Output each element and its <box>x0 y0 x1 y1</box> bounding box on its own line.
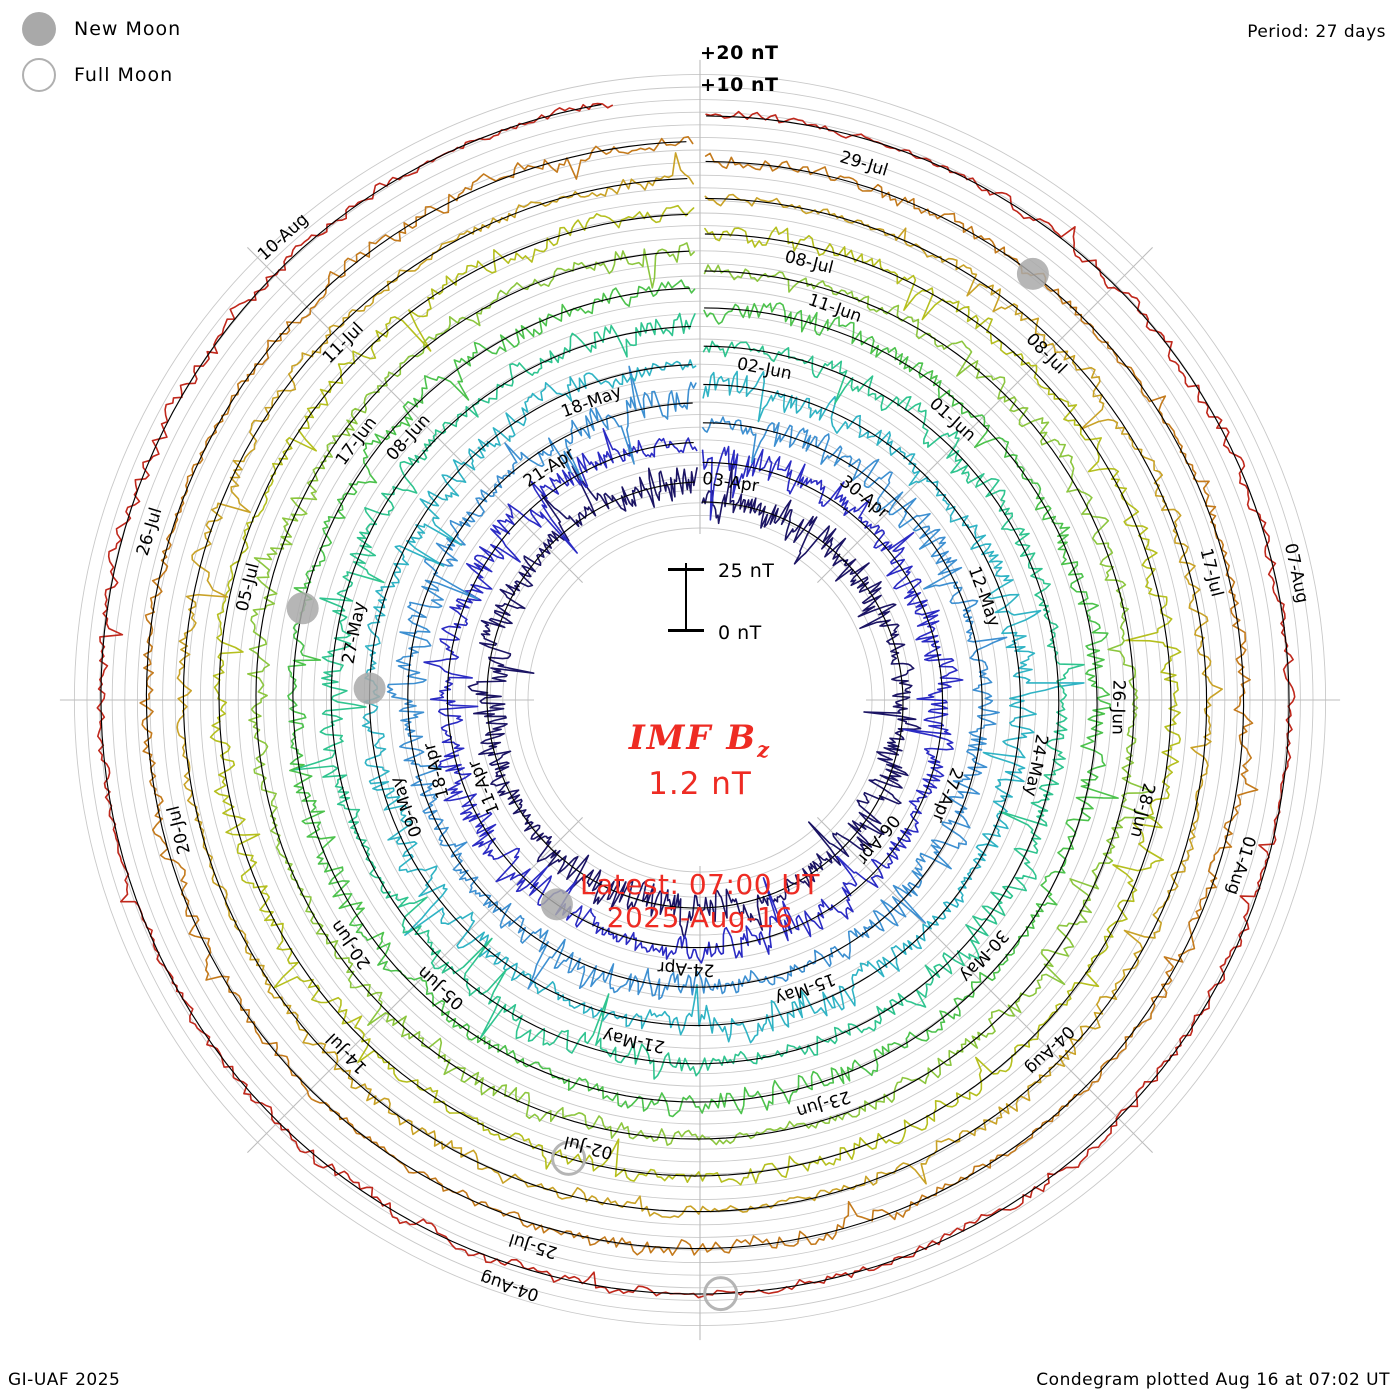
scale-bar-label-top: 25 nT <box>718 560 775 582</box>
svg-text:04-Aug: 04-Aug <box>478 1267 542 1305</box>
svg-text:08-Jul: 08-Jul <box>783 247 836 278</box>
center-readout: IMF Bz 1.2 nT Latest: 07:00 UT 2025-Aug-… <box>430 718 970 934</box>
latest-date: 2025-Aug-16 <box>606 900 794 934</box>
period-label: Period: 27 days <box>1247 22 1386 42</box>
scale-bar <box>685 563 687 631</box>
moon-legend: New Moon Full Moon <box>22 6 181 98</box>
latest-timestamp: Latest: 07:00 UT 2025-Aug-16 <box>430 868 970 934</box>
svg-text:02-Jul: 02-Jul <box>562 1131 615 1162</box>
current-value: 1.2 nT <box>648 765 752 802</box>
quantity-title: IMF Bz <box>430 718 970 762</box>
svg-text:26-Jun: 26-Jun <box>1108 679 1129 735</box>
legend-row-full-moon: Full Moon <box>22 52 181 98</box>
radial-label-20nt: +20 nT <box>700 42 779 64</box>
credit-plotted: Condegram plotted Aug 16 at 07:02 UT <box>1036 1370 1390 1390</box>
legend-row-new-moon: New Moon <box>22 6 181 52</box>
new-moon-icon <box>22 12 56 46</box>
quantity-name: IMF B <box>628 718 758 758</box>
scale-bar-label-bottom: 0 nT <box>718 622 762 644</box>
svg-text:24-May: 24-May <box>1020 732 1052 798</box>
svg-text:01-Jun: 01-Jun <box>925 394 979 446</box>
legend-label-new-moon: New Moon <box>74 18 182 40</box>
svg-text:25-Jul: 25-Jul <box>507 1229 560 1263</box>
svg-text:29-Jul: 29-Jul <box>837 147 890 181</box>
quantity-subscript: z <box>757 736 772 762</box>
svg-text:11-Jun: 11-Jun <box>805 290 864 327</box>
svg-text:26-Jul: 26-Jul <box>133 505 167 558</box>
svg-text:05-Jul: 05-Jul <box>232 561 263 614</box>
full-moon-icon <box>22 58 56 92</box>
moon-markers <box>286 257 1049 1312</box>
credit-institution: GI-UAF 2025 <box>8 1370 121 1390</box>
legend-label-full-moon: Full Moon <box>74 64 174 86</box>
svg-text:24-Apr: 24-Apr <box>657 957 715 980</box>
latest-time: Latest: 07:00 UT <box>579 867 821 901</box>
radial-label-10nt: +10 nT <box>700 74 779 96</box>
spiral-baselines <box>100 103 1290 1295</box>
svg-text:10-Aug: 10-Aug <box>254 209 312 264</box>
polar-spokes <box>59 59 1341 1341</box>
scale-bar-cap-bottom <box>668 629 704 632</box>
